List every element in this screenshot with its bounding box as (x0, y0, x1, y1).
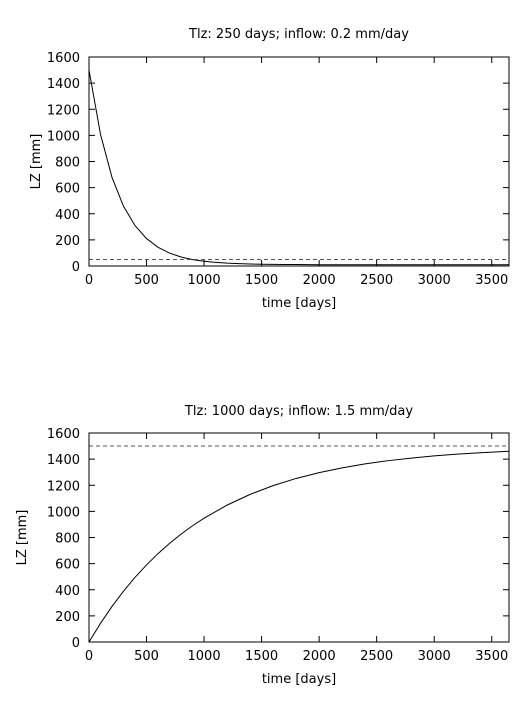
y-tick-label: 0 (72, 636, 80, 651)
chart-title: Tlz: 250 days; inflow: 0.2 mm/day (188, 27, 409, 42)
x-tick-label: 1500 (245, 649, 278, 664)
x-tick-label: 2500 (360, 273, 393, 288)
y-tick-label: 600 (55, 182, 80, 197)
y-tick-label: 600 (55, 558, 80, 573)
x-tick-label: 3500 (475, 649, 508, 664)
storage-curve (88, 69, 509, 266)
y-tick-label: 0 (72, 260, 80, 275)
y-tick-label: 800 (55, 532, 80, 547)
plot-frame (88, 432, 510, 643)
plot-frame (88, 56, 510, 267)
x-axis-title: time [days] (262, 672, 336, 687)
y-tick-label: 1000 (47, 129, 80, 144)
storage-curve (88, 450, 510, 643)
x-tick-label: 1500 (245, 273, 278, 288)
y-tick-label: 1600 (47, 51, 80, 66)
y-tick-label: 200 (55, 234, 80, 249)
y-axis-title: LZ [mm] (15, 510, 30, 566)
x-tick-label: 1000 (188, 649, 221, 664)
y-tick-label: 1200 (47, 103, 80, 118)
chart-title: Tlz: 1000 days; inflow: 1.5 mm/day (184, 404, 413, 419)
y-tick-label: 400 (55, 208, 80, 223)
x-tick-label: 3000 (418, 273, 451, 288)
y-tick-label: 200 (55, 610, 80, 625)
x-axis-title: time [days] (262, 296, 336, 311)
y-tick-label: 1400 (47, 77, 80, 92)
y-axis-title: LZ [mm] (29, 134, 44, 190)
y-tick-label: 1600 (47, 427, 80, 442)
y-tick-label: 800 (55, 156, 80, 171)
x-tick-label: 0 (85, 649, 93, 664)
x-tick-label: 2000 (303, 273, 336, 288)
chart-top: Tlz: 250 days; inflow: 0.2 mm/day 0 500 100… (29, 27, 510, 311)
y-tick-label: 400 (55, 584, 80, 599)
x-tick-label: 1000 (188, 273, 221, 288)
chart-bottom: Tlz: 1000 days; inflow: 1.5 mm/day 0 500 10… (15, 404, 510, 687)
x-tick-label: 0 (85, 273, 93, 288)
x-tick-label: 500 (134, 273, 159, 288)
x-tick-label: 3000 (418, 649, 451, 664)
x-tick-label: 3500 (475, 273, 508, 288)
y-tick-label: 1000 (47, 505, 80, 520)
x-tick-label: 2000 (303, 649, 336, 664)
x-tick-label: 2500 (360, 649, 393, 664)
y-tick-label: 1200 (47, 479, 80, 494)
x-tick-label: 500 (134, 649, 159, 664)
y-tick-label: 1400 (47, 453, 80, 468)
